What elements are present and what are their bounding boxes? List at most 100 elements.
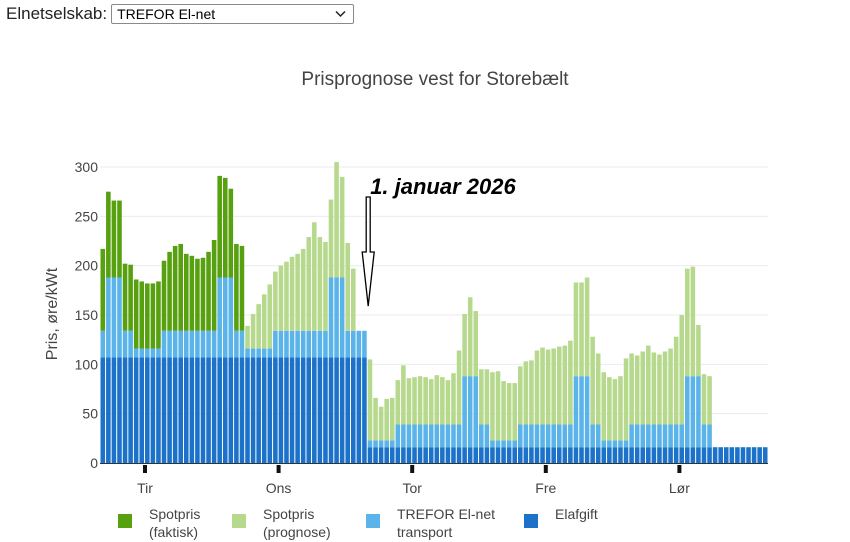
bar-segment (289, 330, 295, 358)
bar-segment (751, 447, 757, 463)
bar-segment (312, 330, 317, 358)
bar-segment (351, 268, 356, 331)
bar-segment (128, 330, 133, 358)
bar-segment (673, 447, 679, 463)
bar-segment (423, 424, 428, 448)
bar-segment (256, 348, 261, 358)
bar-segment (145, 348, 150, 358)
bar-segment (145, 283, 150, 349)
bar-segment (156, 357, 161, 463)
bar-segment (590, 424, 595, 448)
bar-segment (117, 277, 122, 358)
y-tick-label: 100 (75, 356, 99, 372)
bar-segment (634, 447, 640, 463)
bar-segment (406, 378, 412, 425)
bar-segment (428, 447, 434, 463)
annotation-label: 1. januar 2026 (370, 174, 516, 199)
bar-segment (690, 266, 696, 377)
bar-segment (579, 447, 584, 463)
bar-segment (306, 330, 312, 358)
bar-segment (172, 357, 178, 463)
bar-segment (417, 424, 423, 448)
x-tick-mark (410, 465, 415, 473)
bar-segment (117, 357, 122, 463)
bar-segment (189, 255, 195, 331)
y-axis-label: Pris, øre/kWt (44, 267, 61, 360)
bar-segment (651, 424, 657, 448)
bar-segment (523, 361, 529, 425)
bar-segment (501, 447, 506, 463)
bar-segment (295, 253, 300, 331)
bar-segment (434, 424, 440, 448)
bar-segment (707, 424, 712, 448)
x-tick-label: Fre (535, 480, 556, 496)
bar-segment (228, 357, 234, 463)
bar-segment (373, 447, 378, 463)
bar-segment (456, 350, 462, 425)
bar-segment (250, 348, 256, 358)
bar-segment (740, 447, 746, 463)
legend-label: Elafgift (555, 506, 598, 522)
bar-segment (679, 315, 684, 425)
utility-select[interactable]: TREFOR El-net (111, 4, 355, 24)
utility-select-value: TREFOR El-net (117, 6, 216, 22)
bar-segment (256, 304, 261, 349)
bar-segment (339, 357, 345, 463)
bar-segment (607, 377, 612, 441)
bar-segment (607, 440, 612, 448)
bar-segment (128, 357, 133, 463)
bar-segment (267, 348, 273, 358)
bar-segment (445, 447, 451, 463)
legend-label: Spotpris (prognose) (263, 506, 331, 540)
bar-segment (562, 345, 568, 425)
bar-segment (417, 376, 423, 425)
legend-label: Spotpris (faktisk) (149, 506, 200, 540)
bar-segment (618, 447, 623, 463)
bar-segment (512, 383, 517, 441)
bar-segment (228, 277, 234, 358)
chevron-down-icon (335, 10, 346, 18)
bar-segment (267, 284, 273, 349)
bar-segment (428, 379, 434, 425)
bar-segment (556, 424, 562, 448)
y-tick-label: 300 (75, 159, 99, 175)
x-axis: Tir Ons Tor Fre Lør (100, 463, 768, 496)
y-axis-ticks: 0 50 100 150 200 250 300 (75, 159, 99, 471)
bar-segment (122, 357, 128, 463)
bar-segment (323, 357, 328, 463)
x-tick-label: Tor (402, 480, 422, 496)
bar-segment (501, 381, 506, 441)
bar-segment (618, 440, 623, 448)
bar-segment (495, 447, 501, 463)
bar-segment (172, 245, 178, 331)
bar-segment (696, 324, 701, 377)
bar-segment (712, 447, 718, 463)
bar-segment (122, 330, 128, 358)
bar-segment (473, 311, 479, 377)
bar-segment (584, 376, 590, 448)
bar-segment (245, 348, 250, 358)
bar-segment (117, 200, 122, 278)
bar-segment (679, 424, 684, 448)
bar-segment (556, 346, 562, 425)
bar-segment (451, 424, 456, 448)
bar-segment (618, 376, 623, 441)
bar-segment (545, 447, 551, 463)
bar-segment (384, 440, 389, 448)
bar-segment (206, 330, 211, 358)
bar-segment (362, 330, 367, 358)
bar-segment (668, 447, 673, 463)
bar-segment (685, 447, 690, 463)
bar-segment (595, 447, 601, 463)
bar-segment (145, 357, 150, 463)
bar-segment (540, 447, 545, 463)
bar-segment (646, 447, 651, 463)
bar-segment (534, 350, 540, 425)
bar-segment (623, 440, 629, 448)
bar-segment (495, 371, 501, 441)
x-tick-label: Ons (266, 480, 292, 496)
bar-segment (111, 200, 117, 278)
bar-segment (757, 447, 762, 463)
x-tick-label: Tir (137, 480, 153, 496)
bar-segment (195, 258, 200, 331)
